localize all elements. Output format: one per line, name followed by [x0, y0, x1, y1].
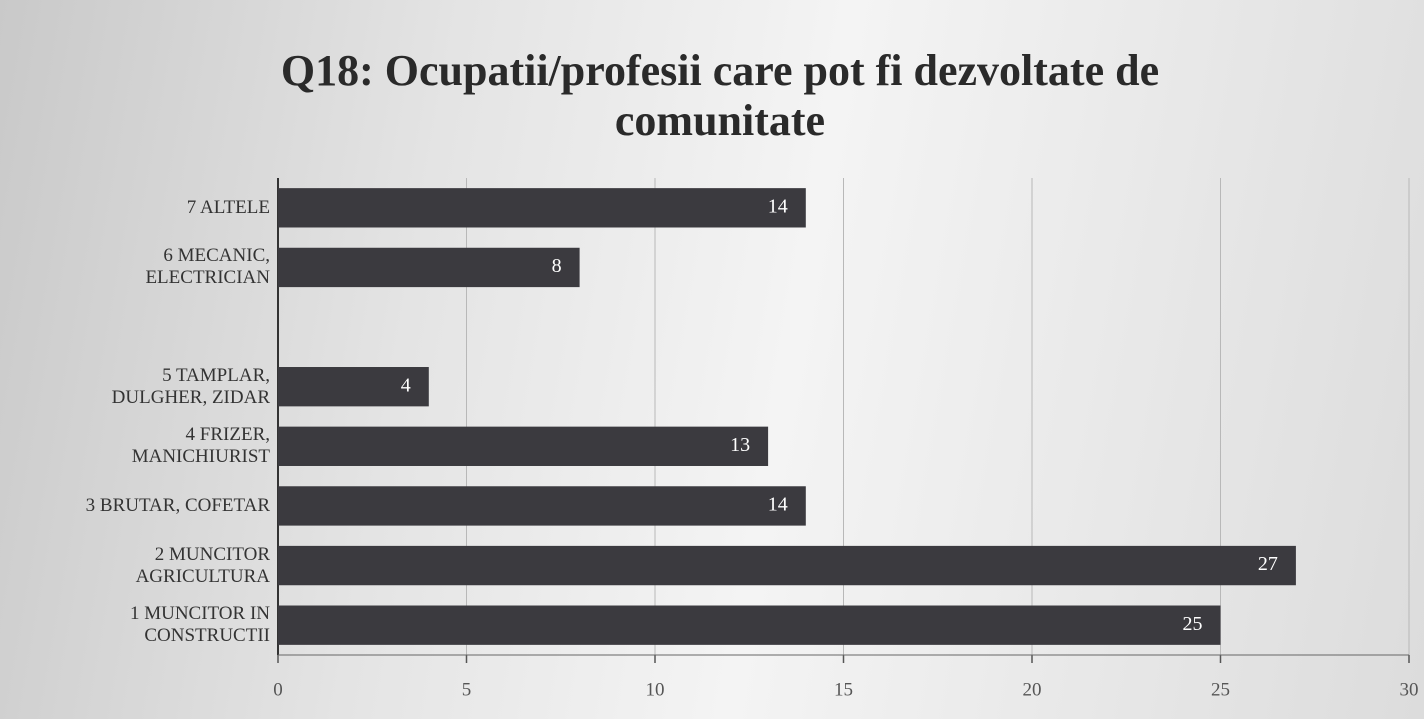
x-tick-label: 20	[1023, 679, 1042, 700]
bar	[278, 545, 1296, 586]
y-tick-text: 2 MUNCITOR AGRICULTURA	[135, 543, 270, 587]
x-tick-label: 25	[1211, 679, 1230, 700]
x-tick-label: 15	[834, 679, 853, 700]
value-label: 27	[1258, 553, 1278, 575]
y-tick-text: 6 MECANIC, ELECTRICIAN	[145, 245, 270, 289]
y-tick-label: 7 ALTELE	[0, 197, 270, 219]
value-label: 14	[768, 494, 788, 516]
y-tick-label: 6 MECANIC, ELECTRICIAN	[0, 245, 270, 289]
y-tick-text: 7 ALTELE	[186, 196, 270, 218]
y-tick-text: 3 BRUTAR, COFETAR	[85, 494, 270, 516]
y-tick-label: 5 TAMPLAR, DULGHER, ZIDAR	[0, 365, 270, 409]
bar	[278, 367, 429, 407]
x-tick-label: 5	[462, 679, 472, 700]
value-label: 13	[730, 434, 750, 456]
y-tick-text: 4 FRIZER, MANICHIURIST	[131, 424, 270, 468]
y-tick-label: 1 MUNCITOR IN CONSTRUCTII	[0, 603, 270, 647]
value-label: 8	[552, 255, 562, 277]
bar	[278, 426, 769, 466]
value-label: 14	[768, 195, 788, 217]
x-tick-label: 10	[646, 679, 665, 700]
y-tick-text: 1 MUNCITOR IN CONSTRUCTII	[129, 603, 270, 647]
bar	[278, 486, 806, 526]
value-label: 4	[401, 374, 411, 396]
bar	[278, 247, 580, 288]
y-tick-label: 2 MUNCITOR AGRICULTURA	[0, 544, 270, 588]
chart-title: Q18: Ocupatii/profesii care pot fi dezvo…	[280, 46, 1160, 145]
bar	[278, 605, 1221, 645]
x-tick-label: 30	[1400, 679, 1419, 700]
x-tick-label: 0	[273, 679, 283, 700]
y-tick-text: 5 TAMPLAR, DULGHER, ZIDAR	[111, 364, 270, 408]
y-tick-label: 4 FRIZER, MANICHIURIST	[0, 424, 270, 468]
value-label: 25	[1183, 613, 1203, 635]
bar	[278, 188, 806, 228]
y-tick-label: 3 BRUTAR, COFETAR	[0, 495, 270, 517]
